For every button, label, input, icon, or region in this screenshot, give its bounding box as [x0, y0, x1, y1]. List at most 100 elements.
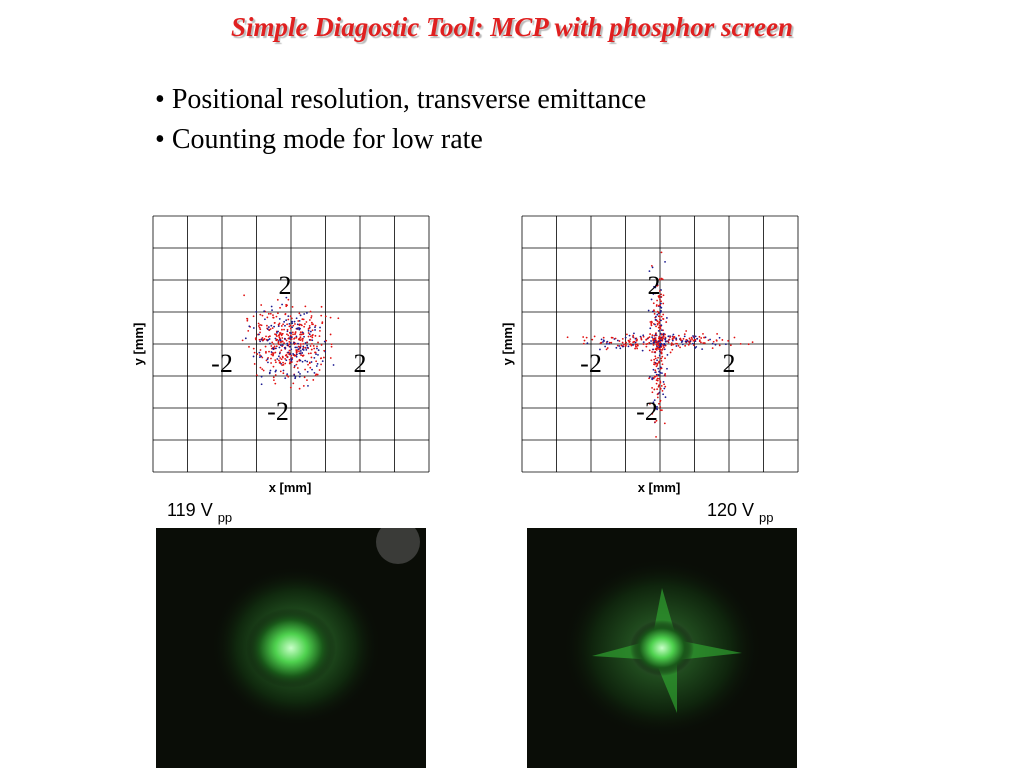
scatter-dot: [654, 318, 657, 321]
scatter-dot: [277, 342, 280, 344]
scatter-dot: [314, 351, 316, 354]
scatter-dot: [297, 345, 300, 348]
scatter-dot: [307, 329, 310, 332]
scatter-dot: [290, 359, 293, 362]
scatter-dot: [660, 300, 662, 303]
scatter-dot: [670, 344, 673, 347]
scatter-dot: [652, 348, 655, 351]
scatter-dot: [289, 315, 292, 318]
scatter-dot: [650, 324, 653, 327]
scatter-dot: [310, 356, 313, 359]
scatter-dot: [656, 377, 659, 380]
scatter-dot: [651, 310, 654, 313]
scatter-dot: [668, 339, 670, 341]
scatter-dot: [307, 335, 310, 338]
scatter-dot: [296, 367, 299, 369]
scatter-dot: [625, 341, 627, 344]
scatter-dot: [288, 343, 291, 346]
scatter-dot: [655, 305, 658, 307]
scatter-dot: [254, 338, 257, 341]
scatter-dot: [299, 359, 302, 362]
scatter-dot: [659, 387, 662, 390]
scatter-dot: [279, 370, 282, 373]
scatter-dot: [727, 339, 730, 342]
scatter-dot: [273, 379, 275, 381]
scatter-dot: [585, 336, 588, 339]
scatter-dot: [283, 320, 286, 323]
scatter-dot: [660, 306, 663, 309]
scatter-dot: [307, 352, 310, 355]
scatter-dot: [271, 327, 274, 330]
scatter-dot: [309, 310, 312, 313]
tick-label: -2: [211, 349, 233, 378]
scatter-dot: [277, 312, 279, 315]
tick-label: -2: [636, 397, 658, 426]
scatter-dot: [317, 341, 319, 344]
scatter-dot: [322, 356, 325, 359]
scatter-dot: [272, 353, 275, 356]
scatter-dot: [622, 345, 624, 348]
scatter-dot: [658, 322, 660, 324]
scatter-dot: [291, 320, 294, 323]
scatter-dot: [285, 303, 288, 306]
scatter-dot: [615, 346, 618, 349]
scatter-dot: [602, 336, 605, 339]
scatter-dot: [657, 329, 660, 332]
scatter-dot: [591, 338, 594, 341]
scatter-dot: [295, 353, 298, 356]
scatter-dot: [310, 348, 313, 351]
scatter-dot: [656, 283, 659, 286]
scatter-dot: [664, 260, 666, 263]
scatter-dot: [253, 351, 256, 354]
scatter-dot: [729, 344, 732, 347]
scatter-dot: [309, 352, 312, 355]
scatter-dot: [627, 345, 630, 348]
scatter-dot: [653, 388, 656, 391]
scatter-dot: [278, 322, 281, 325]
scatter-dot: [663, 348, 666, 351]
phosphor-photo: [156, 520, 426, 768]
scatter-dot: [286, 355, 289, 358]
scatter-dot: [605, 348, 608, 351]
scatter-dot: [295, 355, 298, 358]
scatter-dot: [621, 341, 624, 344]
scatter-dot: [662, 344, 665, 347]
scatter-dot: [287, 375, 290, 378]
scatter-dot: [290, 348, 293, 351]
scatter-dot: [660, 357, 663, 360]
scatter-dot: [647, 337, 650, 339]
scatter-dot: [656, 396, 659, 399]
scatter-dot: [272, 348, 275, 351]
photo-image: [211, 520, 420, 726]
scatter-dot: [307, 363, 309, 366]
scatter-dot: [610, 341, 613, 344]
bullet-text: Counting mode for low rate: [171, 124, 483, 155]
scatter-dot: [660, 352, 663, 355]
scatter-dot: [645, 338, 648, 341]
scatter-dot: [261, 336, 264, 339]
scatter-dot: [306, 360, 309, 363]
scatter-dot: [282, 344, 284, 346]
scatter-dot: [248, 345, 250, 348]
scatter-dot: [635, 345, 637, 348]
scatter-dot: [703, 336, 706, 339]
scatter-dot: [293, 365, 296, 367]
scatter-dot: [278, 346, 281, 349]
scatter-dot: [300, 354, 303, 356]
scatter-dot: [303, 325, 306, 328]
scatter-dot: [702, 342, 705, 344]
scatter-dot: [259, 313, 262, 316]
scatter-dot: [685, 338, 688, 341]
scatter-dot: [260, 304, 263, 306]
scatter-dot: [287, 318, 290, 321]
scatter-dot: [628, 340, 631, 343]
scatter-dot: [317, 349, 320, 352]
scatter-dot: [260, 324, 263, 327]
scatter-dot: [679, 339, 682, 341]
scatter-dot: [330, 345, 333, 348]
scatter-dot: [337, 317, 340, 320]
scatter-dot: [660, 329, 663, 332]
scatter-dot: [651, 386, 653, 389]
scatter-dot: [316, 345, 318, 348]
